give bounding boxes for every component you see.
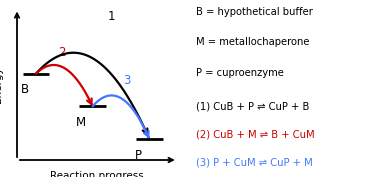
Text: M = metallochaperone: M = metallochaperone — [197, 38, 310, 47]
Text: B: B — [20, 84, 29, 96]
Text: (3) P + CuM ⇌ CuP + M: (3) P + CuM ⇌ CuP + M — [197, 158, 313, 168]
Text: Reaction progress: Reaction progress — [50, 171, 144, 177]
Text: 1: 1 — [108, 10, 115, 23]
Text: (1) CuB + P ⇌ CuP + B: (1) CuB + P ⇌ CuP + B — [197, 101, 310, 111]
Text: P: P — [135, 149, 141, 162]
Text: (2) CuB + M ⇌ B + CuM: (2) CuB + M ⇌ B + CuM — [197, 130, 315, 139]
Text: 2: 2 — [59, 46, 66, 59]
Text: M: M — [76, 116, 86, 129]
Text: P = cuproenzyme: P = cuproenzyme — [197, 68, 284, 78]
Text: 3: 3 — [123, 74, 130, 87]
Text: Energy: Energy — [0, 66, 3, 102]
Text: B = hypothetical buffer: B = hypothetical buffer — [197, 7, 313, 17]
